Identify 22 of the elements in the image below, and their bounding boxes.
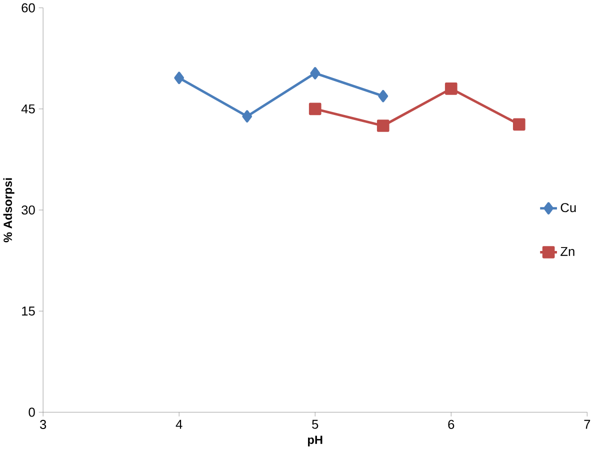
x-tick-label: 3 bbox=[40, 420, 46, 430]
legend-label: Zn bbox=[560, 247, 574, 256]
point bbox=[444, 82, 458, 96]
y-axis-title: % Adsorpsi bbox=[3, 178, 14, 242]
y-tick-label: 15 bbox=[22, 306, 35, 316]
point bbox=[174, 72, 184, 84]
y-tick-label: 45 bbox=[21, 104, 35, 114]
legend-label: Cu bbox=[560, 203, 576, 212]
x-tick-label: 5 bbox=[312, 420, 318, 430]
y-tick-label: 60 bbox=[22, 3, 35, 13]
y-tick-label: 0 bbox=[28, 408, 35, 417]
x-tick-label: 6 bbox=[448, 420, 454, 430]
point bbox=[310, 67, 320, 80]
y-tick-label: 30 bbox=[22, 206, 35, 215]
point bbox=[378, 90, 388, 102]
point bbox=[512, 118, 526, 131]
point bbox=[308, 102, 322, 116]
x-axis-title: pH bbox=[308, 436, 322, 447]
x-tick-label: 7 bbox=[584, 420, 590, 429]
point bbox=[242, 110, 252, 123]
point bbox=[376, 120, 390, 132]
x-tick-label: 4 bbox=[176, 420, 182, 429]
